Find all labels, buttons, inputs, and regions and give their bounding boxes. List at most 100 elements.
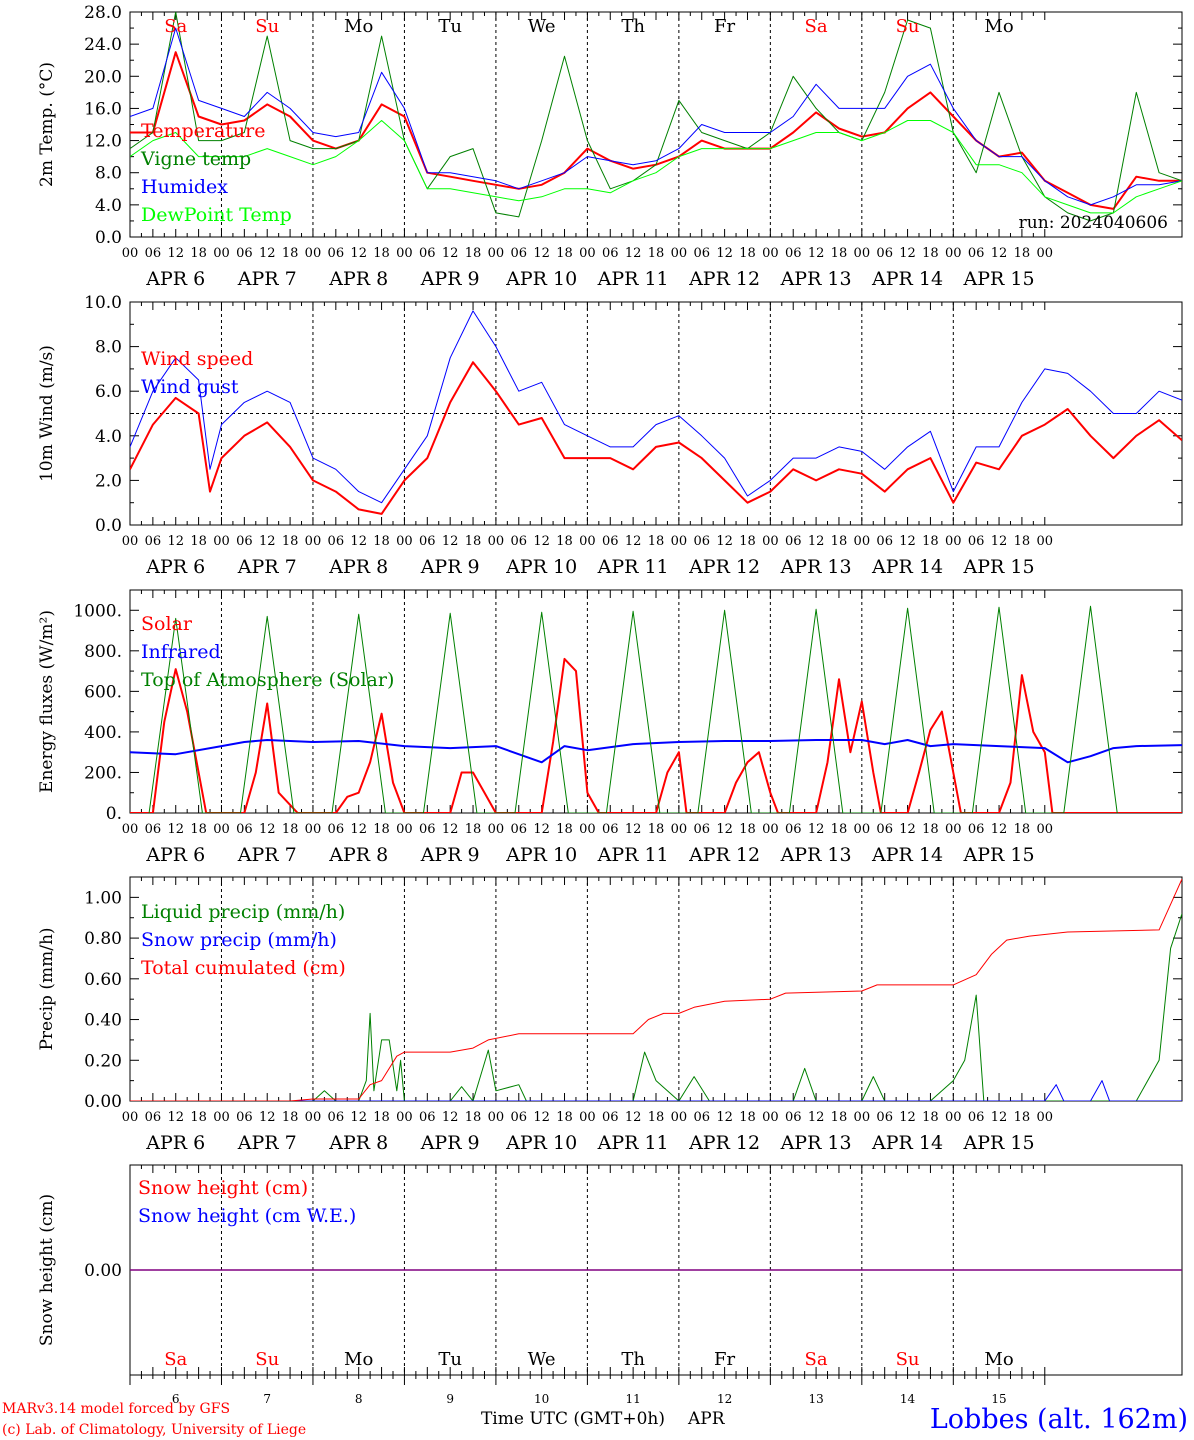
hour-label: 12 (533, 1110, 550, 1125)
hour-label: 06 (145, 822, 162, 837)
y-tick-label: 12.0 (84, 132, 122, 152)
legend-entry: Humidex (141, 176, 228, 198)
hour-label: 06 (511, 534, 528, 549)
y-tick-label: 16.0 (84, 99, 122, 119)
hour-label: 00 (122, 534, 139, 549)
hour-label: 12 (442, 246, 459, 261)
y-tick-label: 800. (84, 642, 122, 662)
hour-label: 18 (190, 1110, 207, 1125)
hour-label: 06 (693, 246, 710, 261)
y-tick-label: 20.0 (84, 67, 122, 87)
date-label: APR 14 (871, 268, 943, 290)
y-axis-title: 10m Wind (m/s) (37, 345, 57, 482)
hour-label: 12 (350, 246, 367, 261)
hour-label: 06 (968, 1110, 985, 1125)
hour-label: 06 (328, 1110, 345, 1125)
hour-label: 12 (716, 1110, 733, 1125)
hour-label: 12 (625, 246, 642, 261)
series-line-3 (130, 27, 1182, 206)
hour-label: 12 (625, 534, 642, 549)
hour-label: 12 (167, 1110, 184, 1125)
weekday-label: Su (255, 1349, 279, 1370)
hour-label: 00 (488, 822, 505, 837)
date-label: APR 14 (871, 844, 943, 866)
hour-label: 00 (671, 822, 688, 837)
hour-label: 00 (1037, 534, 1054, 549)
weekday-label: Tu (438, 1349, 462, 1370)
date-label: APR 14 (871, 556, 943, 578)
hour-label: 06 (419, 1110, 436, 1125)
hour-label: 06 (236, 534, 253, 549)
y-axis-title: Precip (mm/h) (37, 927, 57, 1050)
hour-label: 00 (762, 534, 779, 549)
hour-label: 18 (190, 246, 207, 261)
hour-label: 18 (556, 534, 573, 549)
legend-entry: Solar (141, 613, 193, 635)
weekday-label: We (528, 1349, 556, 1370)
legend-entry: Top of Atmosphere (Solar) (141, 669, 394, 691)
day-number: 6 (172, 1392, 180, 1406)
weekday-label: Sa (164, 1349, 187, 1370)
weekday-label: Su (255, 16, 279, 37)
hour-label: 18 (831, 822, 848, 837)
y-tick-label: 0.0 (95, 516, 122, 536)
hour-label: 12 (716, 246, 733, 261)
hour-label: 00 (213, 534, 230, 549)
date-label: APR 13 (780, 844, 852, 866)
date-label: APR 13 (780, 268, 852, 290)
hour-label: 00 (122, 1110, 139, 1125)
y-tick-label: 4.0 (95, 427, 122, 447)
panel-5: 0.00 Snow height (cm) Snow height (cm) Snow… (37, 1164, 1183, 1406)
hour-label: 18 (739, 822, 756, 837)
hour-label: 12 (442, 822, 459, 837)
hour-label: 06 (419, 534, 436, 549)
series-group (130, 310, 1182, 515)
x-axis-month: APR (687, 1409, 726, 1429)
hour-label: 06 (785, 534, 802, 549)
hour-label: 06 (145, 1110, 162, 1125)
hour-label: 12 (167, 822, 184, 837)
hour-label: 00 (396, 246, 413, 261)
hour-label: 00 (1037, 822, 1054, 837)
hour-label: 00 (945, 1110, 962, 1125)
hour-label: 06 (693, 534, 710, 549)
hour-label: 12 (259, 534, 276, 549)
hour-label: 18 (1014, 246, 1031, 261)
hour-label: 12 (350, 534, 367, 549)
hour-label: 00 (396, 534, 413, 549)
hour-label: 06 (693, 1110, 710, 1125)
y-tick-label: 0.60 (84, 970, 122, 990)
weekday-label: Mo (984, 1349, 1013, 1370)
y-tick-label: 2.0 (95, 471, 122, 491)
day-number: 7 (263, 1392, 271, 1406)
hour-label: 00 (305, 246, 322, 261)
date-label: APR 15 (963, 844, 1035, 866)
hour-label: 06 (236, 1110, 253, 1125)
date-label: APR 13 (780, 556, 852, 578)
hour-label: 12 (808, 246, 825, 261)
hour-label: 06 (693, 822, 710, 837)
hour-label: 00 (579, 246, 596, 261)
y-tick-label: 4.0 (95, 196, 122, 216)
hour-label: 12 (442, 1110, 459, 1125)
hour-label: 12 (625, 822, 642, 837)
series-line-2 (130, 310, 1182, 504)
hour-label: 06 (968, 534, 985, 549)
series-line-2 (130, 12, 1182, 222)
series-line-3 (130, 878, 1182, 1101)
hour-label: 00 (854, 246, 871, 261)
hour-label: 06 (876, 822, 893, 837)
hour-label: 18 (465, 246, 482, 261)
legend-entry: Total cumulated (cm) (141, 957, 346, 979)
weekday-label: Su (896, 16, 920, 37)
hour-label: 06 (602, 1110, 619, 1125)
weekday-label: Sa (805, 1349, 828, 1370)
date-label: APR 11 (597, 1132, 669, 1154)
weekday-label: Fr (714, 16, 735, 37)
y-tick-label: 6.0 (95, 382, 122, 402)
y-axis-title: Snow height (cm) (37, 1194, 57, 1346)
weekday-label: Tu (438, 16, 462, 37)
hour-label: 18 (282, 1110, 299, 1125)
weekday-label: Th (621, 16, 645, 37)
hour-label: 06 (328, 246, 345, 261)
